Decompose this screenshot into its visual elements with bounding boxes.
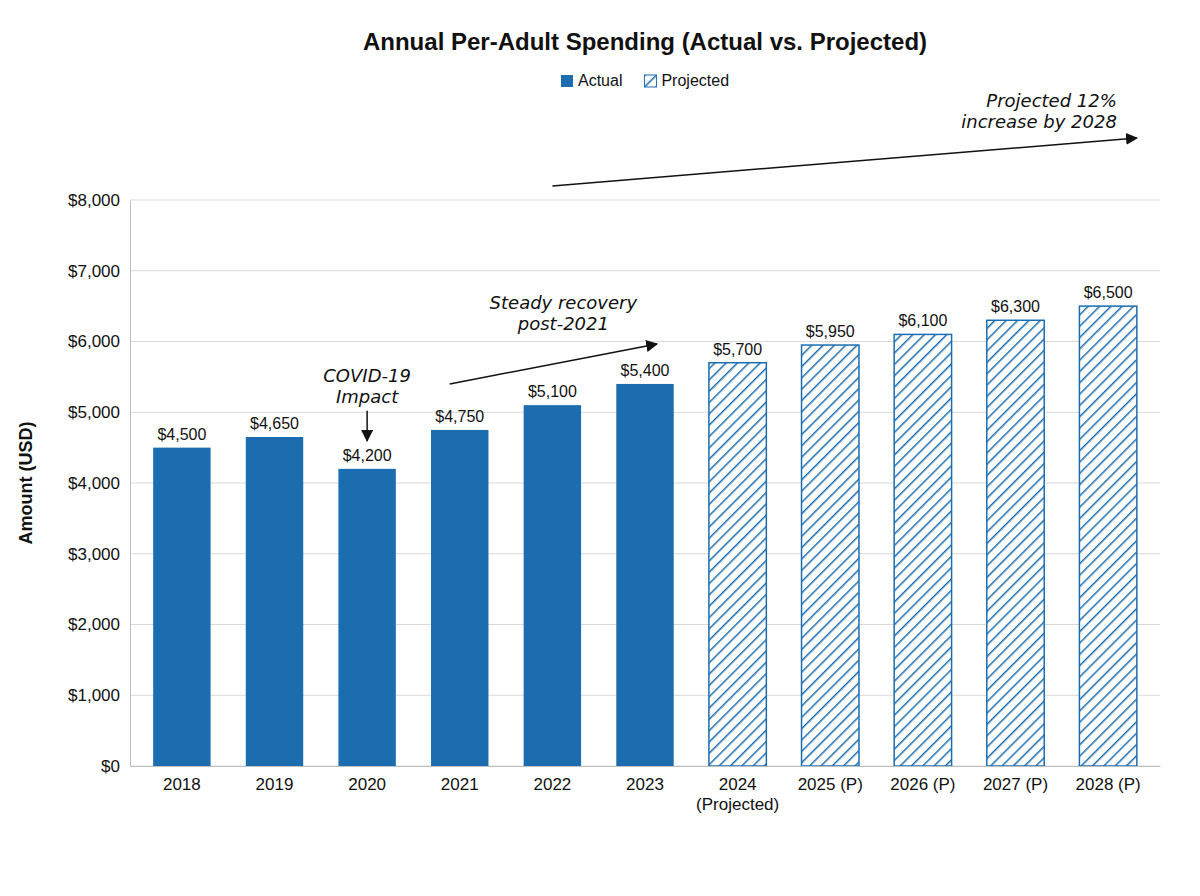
data-label: $4,500 bbox=[157, 426, 206, 443]
grid-line bbox=[130, 200, 1160, 201]
tick-label: $6,000 bbox=[68, 332, 120, 351]
data-label: $6,500 bbox=[1084, 284, 1133, 301]
data-label: $5,700 bbox=[713, 341, 762, 358]
tick: $0 bbox=[101, 757, 130, 776]
axis-line bbox=[131, 766, 1161, 767]
tick-label: $8,000 bbox=[68, 191, 120, 210]
tick-label: 2025 (P) bbox=[798, 775, 863, 794]
tick-label: 2028 (P) bbox=[1076, 775, 1141, 794]
title: Annual Per-Adult Spending (Actual vs. Pr… bbox=[363, 28, 927, 55]
tick-label: $7,000 bbox=[68, 262, 120, 281]
tick-label: $0 bbox=[101, 757, 120, 776]
bar bbox=[431, 430, 488, 766]
data-label: $5,100 bbox=[528, 383, 577, 400]
tick-label: 2018 bbox=[163, 775, 201, 794]
legend: Actual Projected bbox=[561, 72, 729, 89]
data-labels: $4,500 $4,650 $4,200 $4,750 $5,100 $5,400 $5,7… bbox=[157, 284, 1132, 464]
legend-swatch bbox=[644, 75, 656, 87]
tick: 2027 (P) bbox=[983, 766, 1048, 794]
data-label: $4,200 bbox=[343, 447, 392, 464]
grid-line bbox=[130, 270, 1160, 271]
bar bbox=[1079, 306, 1136, 766]
tick-label: $3,000 bbox=[68, 545, 120, 564]
axis-line bbox=[130, 201, 131, 767]
tick: $7,000 bbox=[68, 262, 130, 281]
tick: 2021 bbox=[441, 766, 479, 794]
tick: $2,000 bbox=[68, 615, 130, 634]
bar bbox=[616, 384, 673, 766]
bar bbox=[524, 405, 581, 766]
bar bbox=[709, 363, 766, 766]
bar bbox=[246, 437, 303, 766]
annotation-arrow bbox=[450, 344, 657, 384]
tick: $8,000 bbox=[68, 191, 130, 210]
bar bbox=[802, 345, 859, 766]
tick-label: 2023 bbox=[626, 775, 664, 794]
legend-item: Actual bbox=[561, 72, 622, 89]
tick: $6,000 bbox=[68, 332, 130, 351]
grid bbox=[130, 200, 1160, 766]
data-label: $4,750 bbox=[435, 408, 484, 425]
tick-label: $2,000 bbox=[68, 615, 120, 634]
tick-label: 2024(Projected) bbox=[696, 775, 779, 814]
annotation-arrows bbox=[367, 138, 1137, 441]
bar bbox=[987, 320, 1044, 766]
data-label: $6,300 bbox=[991, 298, 1040, 315]
tick: 2025 (P) bbox=[798, 766, 863, 794]
bar bbox=[338, 469, 395, 766]
tick-label: 2021 bbox=[441, 775, 479, 794]
annotation-arrow bbox=[366, 411, 368, 441]
legend-swatch bbox=[561, 75, 573, 87]
tick-label: $4,000 bbox=[68, 474, 120, 493]
tick: 2018 bbox=[163, 766, 201, 794]
tick: $5,000 bbox=[68, 403, 130, 422]
tick-label: 2026 (P) bbox=[890, 775, 955, 794]
annotations: COVID-19Impact Steady recoverypost-2021 Pr… bbox=[323, 90, 1117, 407]
tick: 2023 bbox=[626, 766, 664, 794]
tick: 2022 bbox=[533, 766, 571, 794]
chart: Annual Per-Adult Spending (Actual vs. Pr… bbox=[0, 0, 1200, 896]
tick: $4,000 bbox=[68, 474, 130, 493]
tick: 2024(Projected) bbox=[696, 766, 779, 814]
data-label: $4,650 bbox=[250, 415, 299, 432]
data-label: $6,100 bbox=[898, 312, 947, 329]
tick-label: $5,000 bbox=[68, 403, 120, 422]
bars bbox=[153, 306, 1137, 766]
axis-title: Amount (USD) bbox=[16, 422, 36, 545]
tick-label: 2019 bbox=[256, 775, 294, 794]
x-axis: 2018 2019 2020 2021 2022 2023 2024(Projected) 2… bbox=[131, 766, 1161, 814]
plot: $0 $1,000 $2,000 $3,000 $4,000 $5,000 $6,000 $7… bbox=[68, 90, 1161, 814]
tick-label: 2020 bbox=[348, 775, 386, 794]
tick: 2019 bbox=[256, 766, 294, 794]
tick: 2028 (P) bbox=[1076, 766, 1141, 794]
legend-label: Projected bbox=[661, 72, 729, 89]
annotation: Steady recoverypost-2021 bbox=[490, 292, 638, 334]
tick-label: 2022 bbox=[533, 775, 571, 794]
y-axis: $0 $1,000 $2,000 $3,000 $4,000 $5,000 $6,000 $7… bbox=[68, 191, 131, 776]
bar bbox=[894, 334, 951, 766]
bar bbox=[153, 448, 210, 766]
legend-item: Projected bbox=[644, 72, 729, 89]
tick-label: 2027 (P) bbox=[983, 775, 1048, 794]
legend-label: Actual bbox=[578, 72, 622, 89]
annotation-arrow bbox=[552, 138, 1136, 186]
tick-label: $1,000 bbox=[68, 686, 120, 705]
tick: $1,000 bbox=[68, 686, 130, 705]
annotation: Projected 12%increase by 2028 bbox=[961, 90, 1117, 132]
data-label: $5,400 bbox=[621, 362, 670, 379]
tick: 2026 (P) bbox=[890, 766, 955, 794]
tick: $3,000 bbox=[68, 545, 130, 564]
data-label: $5,950 bbox=[806, 323, 855, 340]
annotation: COVID-19Impact bbox=[323, 365, 411, 407]
tick: 2020 bbox=[348, 766, 386, 794]
